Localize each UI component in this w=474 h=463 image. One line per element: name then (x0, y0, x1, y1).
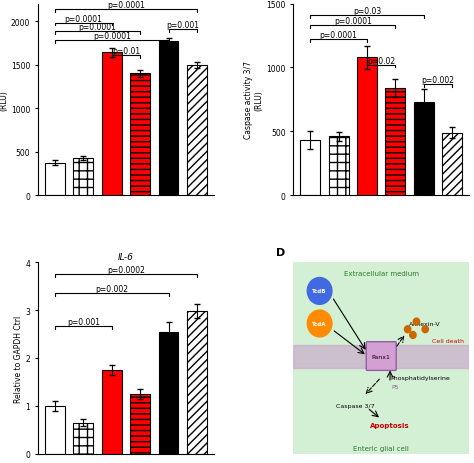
Circle shape (307, 278, 332, 305)
Text: Apoptosis: Apoptosis (370, 422, 410, 428)
Bar (73, 423, 93, 454)
Bar (442, 133, 462, 196)
Text: Annexin-V: Annexin-V (410, 321, 441, 326)
Circle shape (413, 319, 419, 325)
Text: Extracellular medium: Extracellular medium (344, 270, 419, 276)
Bar (45, 163, 65, 196)
Bar (130, 74, 150, 196)
Text: p=0.03: p=0.03 (353, 7, 381, 16)
Bar (102, 53, 122, 196)
Bar (414, 103, 434, 196)
Text: p=0.0001: p=0.0001 (93, 32, 131, 41)
Text: Enteric glial cell: Enteric glial cell (353, 445, 409, 451)
Bar (187, 66, 207, 196)
Text: p=0.0002: p=0.0002 (107, 265, 145, 274)
Text: p=0.0001: p=0.0001 (319, 31, 357, 40)
FancyBboxPatch shape (366, 342, 396, 370)
Bar (130, 394, 150, 454)
Text: Panx1: Panx1 (372, 354, 391, 359)
Text: p=0.001: p=0.001 (67, 318, 100, 327)
Y-axis label: PS-annexin-V binding
(RLU): PS-annexin-V binding (RLU) (0, 60, 8, 141)
Text: p=0.002: p=0.002 (95, 284, 128, 293)
Title: IL-6: IL-6 (118, 253, 134, 262)
Text: p=0.02: p=0.02 (367, 56, 395, 65)
Bar (187, 311, 207, 454)
Text: p=0.002: p=0.002 (421, 75, 455, 85)
Y-axis label: Caspase activity 3/7
(RLU): Caspase activity 3/7 (RLU) (244, 61, 264, 139)
Circle shape (404, 326, 411, 333)
Text: TcdA: TcdA (312, 321, 327, 326)
Bar (45, 406, 65, 454)
Text: Cell death: Cell death (432, 338, 464, 344)
Y-axis label: Relative to GAPDH Ctrl: Relative to GAPDH Ctrl (14, 315, 23, 402)
Text: D: D (275, 247, 285, 257)
Text: p=0.0001: p=0.0001 (107, 1, 145, 11)
Text: p=0.001: p=0.001 (166, 21, 199, 31)
Bar (357, 58, 377, 196)
Text: p=0.01: p=0.01 (112, 47, 140, 56)
Bar (328, 137, 348, 196)
Text: Caspase 3/7: Caspase 3/7 (336, 403, 374, 408)
Text: p=0.0001: p=0.0001 (64, 14, 102, 24)
Bar (293, 345, 469, 368)
Text: P5: P5 (392, 384, 399, 389)
Text: TcdB: TcdB (312, 289, 327, 294)
Circle shape (410, 332, 416, 339)
Text: Phosphatidylserine: Phosphatidylserine (390, 375, 450, 380)
Bar (159, 332, 179, 454)
Bar (385, 89, 405, 196)
Text: p=0.0001: p=0.0001 (334, 17, 372, 26)
Bar (159, 42, 179, 196)
Bar (301, 141, 320, 196)
Bar (73, 158, 93, 196)
Bar (102, 370, 122, 454)
Circle shape (307, 310, 332, 337)
Circle shape (422, 326, 428, 333)
Text: p=0.0001: p=0.0001 (79, 23, 117, 32)
